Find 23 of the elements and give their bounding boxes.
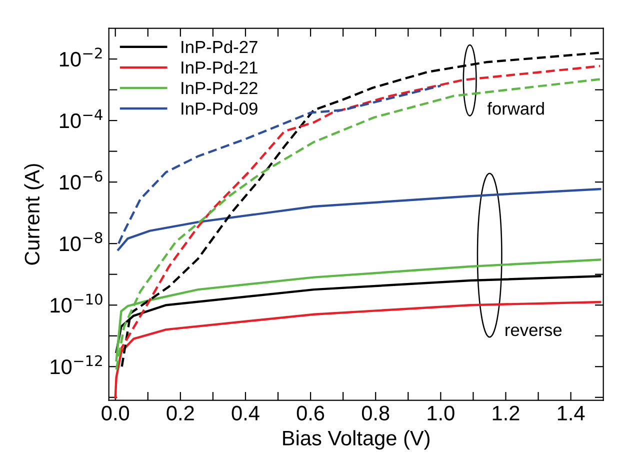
y-tick-label: 10$^{−4}$ [60, 109, 102, 128]
x-tick-label: 1.2 [492, 406, 520, 420]
annotation: forward [487, 102, 544, 115]
y-tick-label: 10$^{−6}$ [60, 170, 102, 190]
y-tick-label: 10$^{−10}$ [50, 294, 102, 313]
y-tick-label: 10$^{−2}$ [60, 48, 102, 67]
x-tick-label: 0.6 [296, 406, 324, 421]
x-axis-title: Bias Voltage (V) [283, 430, 430, 450]
legend-label: InP-Pd-27 [182, 40, 258, 54]
x-tick-label: 1.4 [558, 406, 585, 420]
annotation: reverse [506, 326, 562, 336]
x-tick-label: 1.0 [428, 406, 454, 421]
y-tick-label: 10$^{−8}$ [60, 232, 102, 252]
x-tick-label: 0.4 [232, 406, 260, 421]
x-tick-label: 0.2 [166, 406, 194, 421]
x-tick-label: 0.8 [362, 406, 390, 421]
y-axis-title: Current (A) [24, 164, 44, 265]
line-series [117, 188, 602, 251]
legend-label: InP-Pd-21 [182, 60, 258, 74]
x-tick-label: 0.0 [102, 406, 130, 421]
y-tick-label: 10$^{−12}$ [50, 355, 102, 374]
legend-label: InP-Pd-22 [182, 81, 258, 94]
legend-label: InP-Pd-09 [182, 102, 258, 115]
